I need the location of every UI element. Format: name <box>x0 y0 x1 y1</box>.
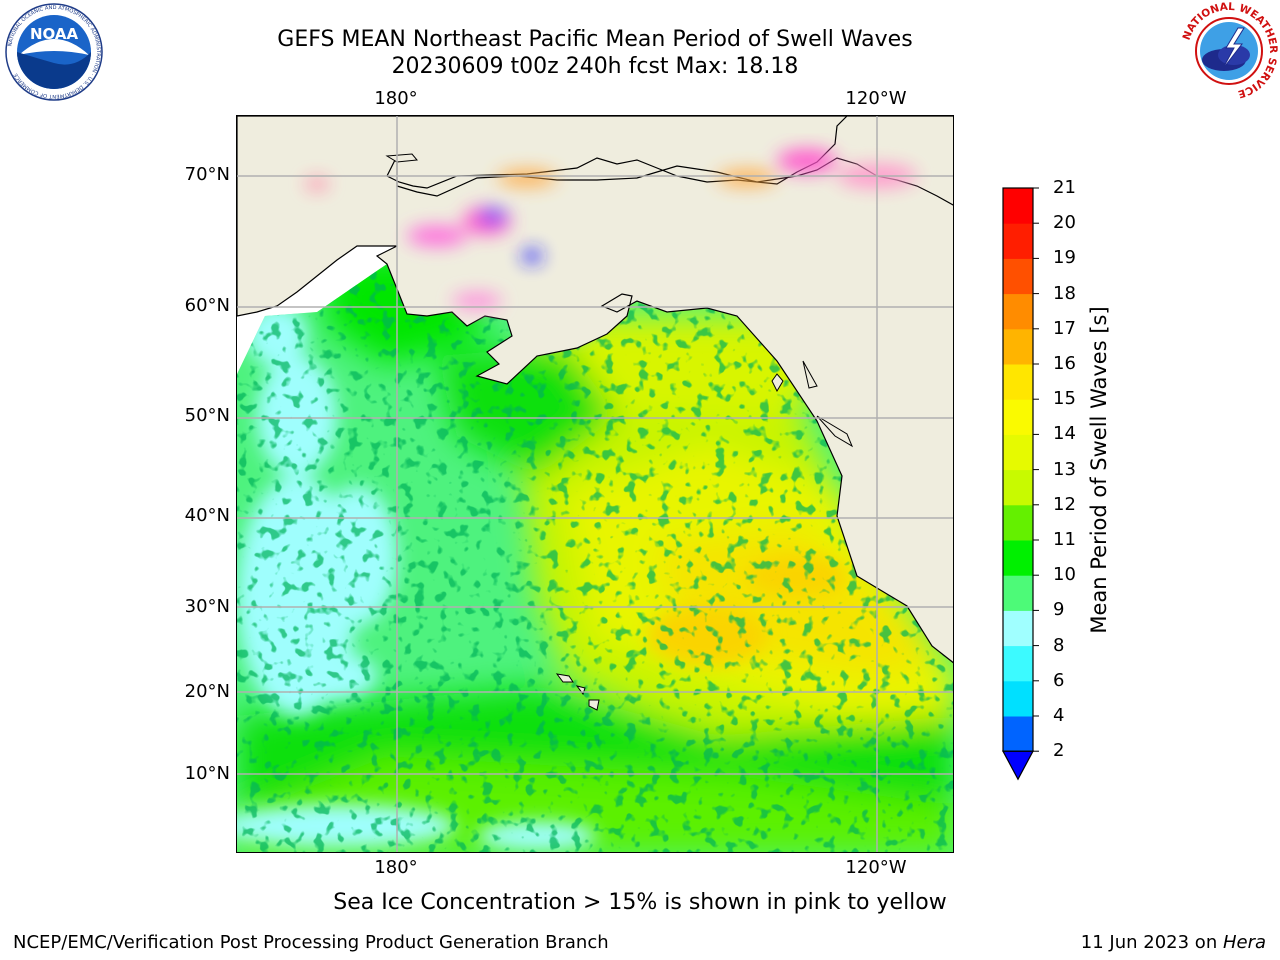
colorbar-segment <box>1003 258 1033 295</box>
lat-label-40n: 40°N <box>184 505 230 526</box>
colorbar-tick-label: 19 <box>1053 247 1076 269</box>
noaa-logo: NOAA NATIONAL OCEANIC AND ATMOSPHERIC AD… <box>5 3 103 101</box>
noaa-logo-text: NOAA <box>30 25 79 43</box>
footer-credit: NCEP/EMC/Verification Post Processing Pr… <box>13 932 609 953</box>
map-subtitle: 20230609 t00z 240h fcst Max: 18.18 <box>391 54 799 79</box>
lat-label-60n: 60°N <box>184 295 230 316</box>
colorbar-tick-label: 2 <box>1053 740 1065 762</box>
colorbar-tick-label: 15 <box>1053 388 1076 410</box>
colorbar-tick-label: 16 <box>1053 353 1076 374</box>
colorbar-tick-label: 10 <box>1053 564 1076 586</box>
lat-label-20n: 20°N <box>184 681 230 702</box>
map-title: GEFS MEAN Northeast Pacific Mean Period … <box>277 27 913 52</box>
colorbar-segment <box>1003 610 1033 647</box>
colorbar-segment <box>1003 328 1033 365</box>
colorbar-segment <box>1003 399 1033 435</box>
islands <box>385 153 854 711</box>
lat-label-70n: 70°N <box>184 164 230 185</box>
colorbar-tick-label: 6 <box>1053 669 1065 691</box>
colorbar-tick-label: 21 <box>1053 177 1076 198</box>
colorbar-segment <box>1003 188 1033 224</box>
colorbar-segment <box>1003 540 1033 576</box>
colorbar-segment <box>1003 680 1033 717</box>
lat-label-50n: 50°N <box>184 405 230 426</box>
colorbar-tick-label: 14 <box>1053 423 1076 445</box>
colorbar-tick-label: 4 <box>1053 705 1065 726</box>
colorbar-scale <box>1001 187 1039 781</box>
lon-label-top-180: 180° <box>374 88 418 109</box>
swell-field <box>237 262 953 852</box>
nws-logo: NATIONAL WEATHER SERVICE <box>1180 1 1279 100</box>
lon-label-top-120w: 120°W <box>845 88 907 109</box>
lat-label-10n: 10°N <box>184 763 230 784</box>
colorbar-tick-label: 18 <box>1053 282 1076 304</box>
colorbar-segment <box>1003 645 1033 682</box>
colorbar-segment <box>1003 469 1033 506</box>
lat-label-30n: 30°N <box>184 596 230 617</box>
colorbar-segment <box>1003 575 1033 611</box>
colorbar-tick-label: 8 <box>1053 634 1065 656</box>
colorbar-segment <box>1003 364 1033 400</box>
graticule <box>237 116 953 852</box>
colorbar-segment <box>1003 223 1033 259</box>
colorbar-tick-label: 11 <box>1053 529 1076 550</box>
colorbar-tick-label: 12 <box>1053 493 1076 515</box>
colorbar-tick-label: 20 <box>1053 212 1076 234</box>
colorbar <box>990 175 1080 789</box>
map-panel <box>236 115 954 853</box>
colorbar-segment <box>1003 716 1033 752</box>
footer-date-text: 11 Jun 2023 on <box>1080 932 1223 953</box>
colorbar-title: Mean Period of Swell Waves [s] <box>1087 306 1111 634</box>
land-masses <box>237 116 953 664</box>
colorbar-extend-arrow <box>1001 750 1035 781</box>
swell-period-map <box>237 116 953 852</box>
lon-label-bottom-180: 180° <box>374 857 418 878</box>
colorbar-tick-label: 9 <box>1053 599 1065 621</box>
colorbar-tick-label: 17 <box>1053 317 1076 339</box>
colorbar-segment <box>1003 434 1033 471</box>
sea-ice-caption: Sea Ice Concentration > 15% is shown in … <box>333 890 947 915</box>
lon-label-bottom-120w: 120°W <box>845 857 907 878</box>
footer-host: Hera <box>1222 932 1266 953</box>
colorbar-segment <box>1003 293 1033 330</box>
footer-date: 11 Jun 2023 on Hera <box>1081 932 1266 953</box>
colorbar-segment <box>1003 504 1033 541</box>
colorbar-tick-label: 13 <box>1053 458 1076 480</box>
